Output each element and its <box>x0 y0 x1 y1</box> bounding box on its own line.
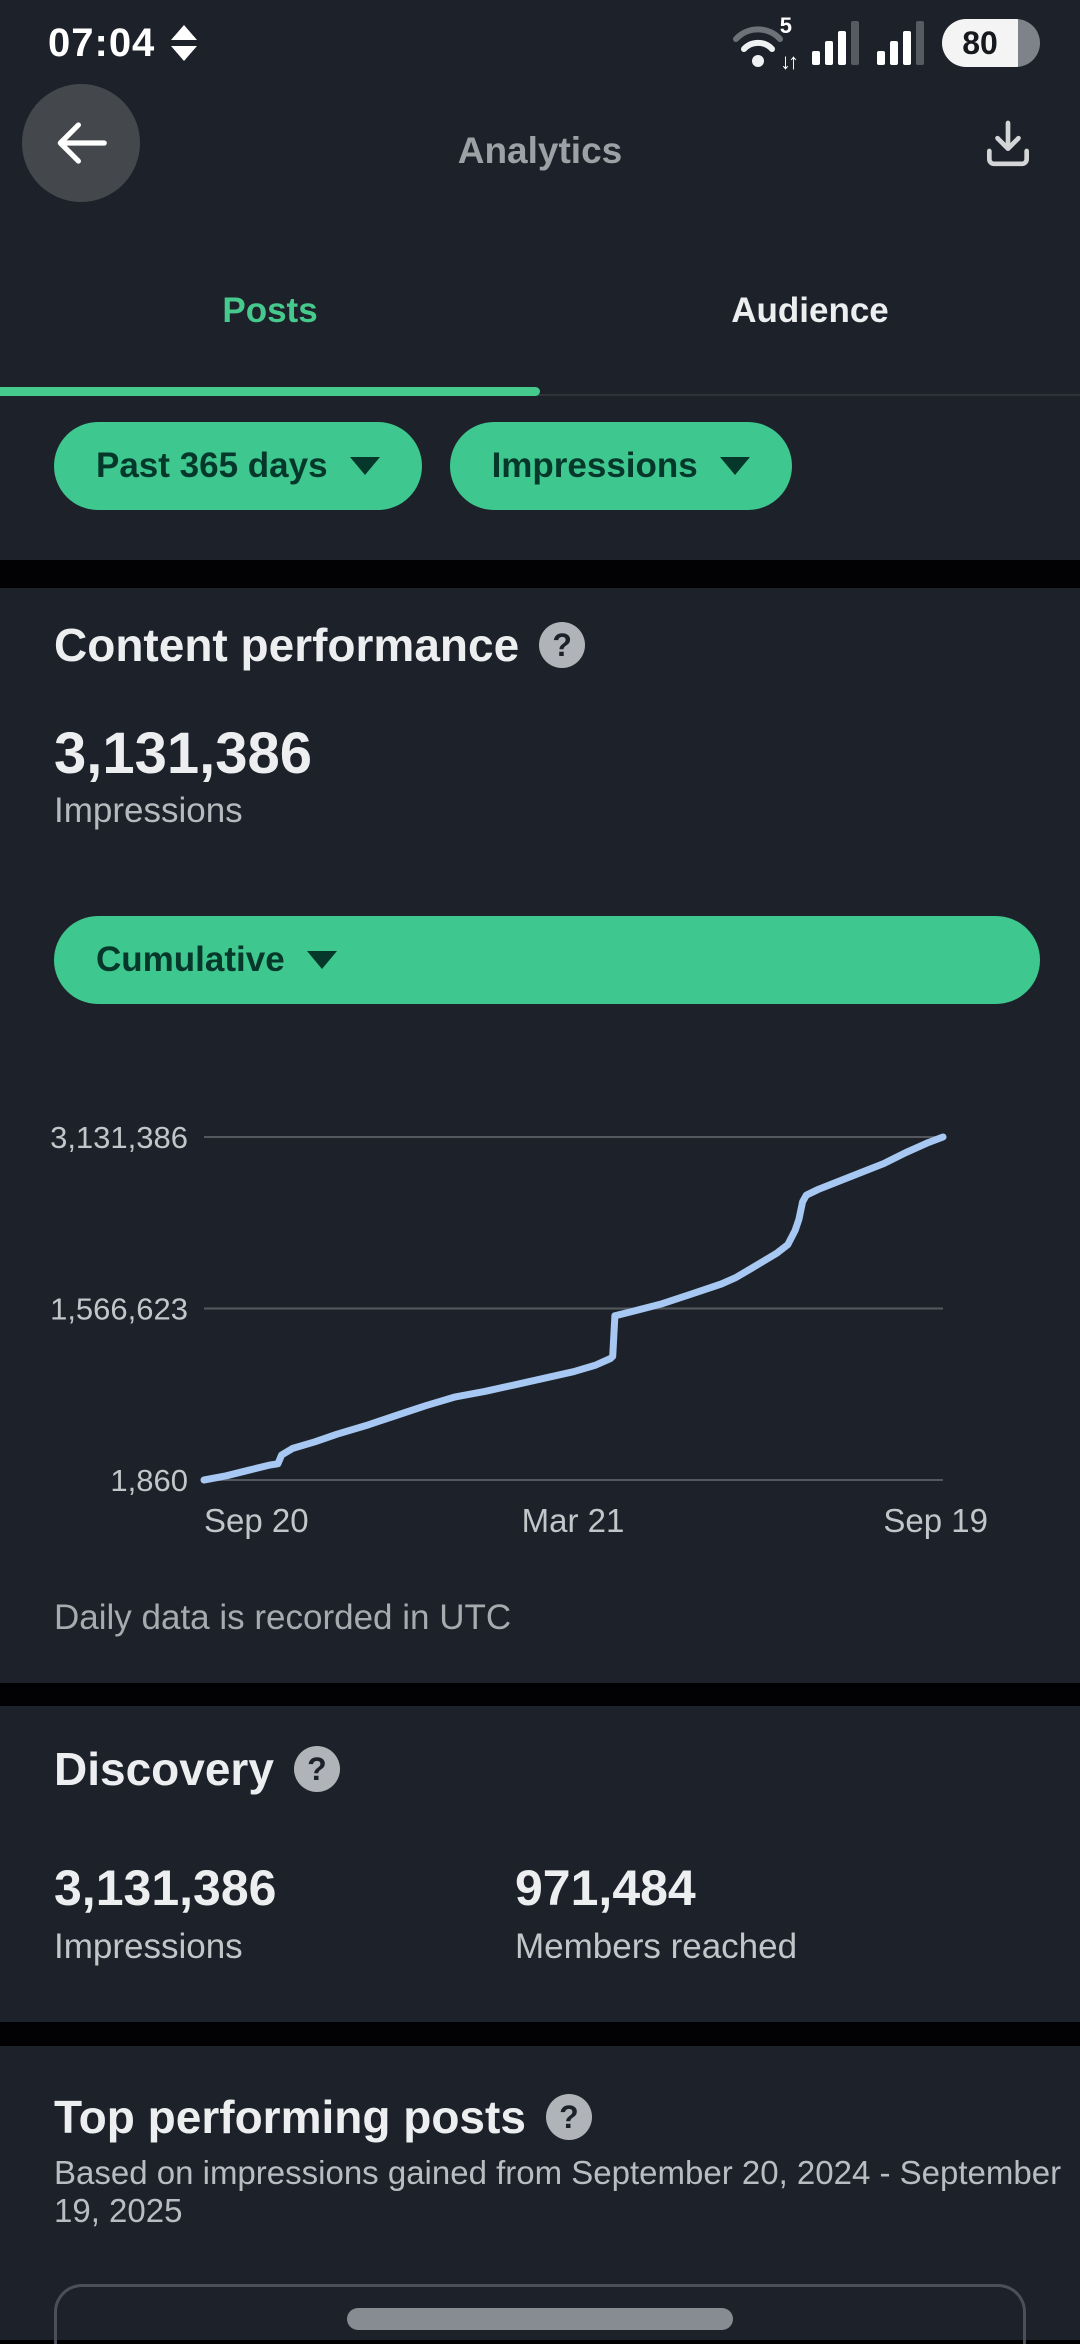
battery-indicator: 80 <box>942 19 1040 67</box>
active-tab-underline <box>0 387 540 396</box>
wifi-generation-label: 5 <box>779 13 792 38</box>
help-icon[interactable]: ? <box>545 2094 592 2140</box>
impressions-total-label: Impressions <box>54 791 243 830</box>
metric-filter[interactable]: Impressions <box>449 422 792 510</box>
stat-members-reached: 971,484 Members reached <box>515 1860 798 1966</box>
sync-icon <box>171 25 198 61</box>
export-button[interactable] <box>976 112 1040 176</box>
download-icon <box>987 120 1029 167</box>
section-title: Discovery <box>54 1743 274 1795</box>
section-title: Content performance <box>54 619 520 671</box>
section-divider <box>0 1683 1080 1706</box>
filter-row: Past 365 days Impressions <box>0 396 1080 560</box>
chevron-down-icon <box>306 951 337 969</box>
back-button[interactable] <box>22 84 140 202</box>
page-title: Analytics <box>457 130 623 171</box>
chevron-down-icon <box>349 457 380 475</box>
impressions-line-chart[interactable]: 3,131,386 1,566,623 1,860 Sep 20 Mar 21 … <box>0 1004 1080 1566</box>
top-posts-subtitle: Based on impressions gained from Septemb… <box>54 2154 1062 2229</box>
discovery-section: Discovery ? 3,131,386 Impressions 971,48… <box>0 1706 1080 2022</box>
content-performance-section: Content performance ? 3,131,386 Impressi… <box>0 588 1080 1683</box>
tab-bar: Posts Audience <box>0 226 1080 396</box>
help-icon[interactable]: ? <box>539 622 586 668</box>
chevron-down-icon <box>719 457 750 475</box>
y-axis-tick-mid: 1,566,623 <box>50 1292 188 1327</box>
y-axis-tick-top: 3,131,386 <box>50 1120 188 1155</box>
x-axis-tick-mid: Mar 21 <box>522 1502 625 1539</box>
top-posts-section: Top performing posts ? Based on impressi… <box>0 2046 1080 2344</box>
tab-posts[interactable]: Posts <box>222 291 318 330</box>
section-divider <box>0 2022 1080 2046</box>
view-mode-selector[interactable]: Cumulative <box>54 916 1040 1004</box>
utc-footnote: Daily data is recorded in UTC <box>54 1598 512 1637</box>
section-divider <box>0 560 1080 588</box>
section-title: Top performing posts <box>54 2091 526 2143</box>
cumulative-line <box>200 1133 947 1484</box>
battery-percent: 80 <box>942 19 1018 67</box>
back-arrow-icon <box>57 122 107 164</box>
tab-audience[interactable]: Audience <box>731 291 889 330</box>
wifi-icon: 5 ↓↑ <box>730 13 799 74</box>
clock: 07:04 <box>48 20 156 65</box>
app-header: Analytics <box>0 76 1080 226</box>
help-icon[interactable]: ? <box>293 1746 340 1792</box>
post-card-top-edge <box>54 2284 1026 2344</box>
status-bar: 07:04 5 ↓↑ <box>0 0 1080 76</box>
x-axis-tick-start: Sep 20 <box>204 1502 309 1539</box>
tab-divider <box>0 394 1080 396</box>
y-axis-tick-bottom: 1,860 <box>110 1463 188 1498</box>
stat-impressions: 3,131,386 Impressions <box>54 1860 277 1966</box>
date-range-filter[interactable]: Past 365 days <box>54 422 422 510</box>
signal-icon-sim1 <box>812 21 859 65</box>
wifi-activity-arrows-icon: ↓↑ <box>780 49 799 74</box>
battery-tail <box>1018 19 1040 67</box>
impressions-total: 3,131,386 <box>54 721 313 786</box>
signal-icon-sim2 <box>877 21 924 65</box>
gesture-navigation-bar[interactable] <box>347 2308 733 2330</box>
x-axis-tick-end: Sep 19 <box>883 1502 988 1539</box>
